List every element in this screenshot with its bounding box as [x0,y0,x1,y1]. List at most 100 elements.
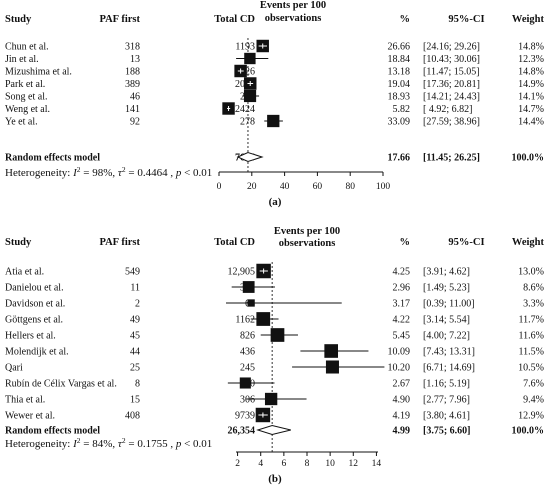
p2-row-1-paf-first: 549 [125,267,140,278]
p2-x-tick-label-14: 14 [372,459,382,469]
p1-row-2-ci: [10.43; 30.06] [423,54,480,65]
p2-random-effects-estimate: 4.99 [393,426,411,437]
p2-x-tick-label-6: 6 [281,459,286,469]
p1-header-events-line1: Events per 100 [260,0,326,11]
p2-row-8-weight: 7.6% [523,379,544,390]
p1-random-effects-label: Random effects model [5,153,100,164]
p2-row-10-ci: [3.80; 4.61] [423,411,470,422]
p1-row-4-study-name: Park et al. [5,79,45,90]
p2-x-tick-label-8: 8 [305,459,310,469]
p2-x-tick-label-4: 4 [258,459,263,469]
p1-x-tick-label-60: 60 [313,182,323,192]
p1-heterogeneity: Heterogeneity: I2 = 98%, τ2 = 0.4464 , p… [5,165,212,180]
p2-random-effects-total-cd: 26,354 [228,426,256,437]
p1-row-1-study-name: Chun et al. [5,42,49,53]
p2-row-5-estimate: 5.45 [393,331,411,342]
p2-row-7-total-cd: 245 [240,363,255,374]
p2-row-3-weight: 3.3% [523,299,544,310]
p1-row-3-paf-first: 188 [125,67,140,78]
p1-row-1-weight: 14.8% [518,42,544,53]
p1-x-tick-label-0: 0 [217,182,222,192]
p2-header-percent: % [400,237,411,248]
p1-header-paf-first: PAF first [99,14,140,25]
p2-row-7-weight: 10.5% [518,363,544,374]
p2-row-7-estimate: 10.20 [388,363,411,374]
p2-header-study: Study [5,237,32,248]
p2-row-7-ci: [6.71; 14.69] [423,363,475,374]
p2-header-paf-first: PAF first [99,237,140,248]
p2-row-5-total-cd: 826 [240,331,255,342]
p2-x-tick-label-10: 10 [325,459,335,469]
p1-row-1-paf-first: 318 [125,42,140,53]
p2-row-8-weight-box [239,377,251,389]
p1-row-1-ci: [24.16; 29.26] [423,42,480,53]
p2-x-tick-label-2: 2 [235,459,240,469]
p2-row-1-weight: 13.0% [518,267,544,278]
p2-header-ci: 95%-CI [448,237,484,248]
p1-row-6-study-name: Weng et al. [5,104,50,115]
p2-row-9-study-name: Thia et al. [5,395,45,406]
p1-row-3-study-name: Mizushima et al. [5,67,72,78]
p1-header-study: Study [5,14,32,25]
p1-row-2-weight: 12.3% [518,54,544,65]
p2-row-3-study-name: Davidson et al. [5,299,65,310]
p1-row-4-ci: [17.36; 20.81] [423,79,480,90]
p1-row-6-estimate: 5.82 [393,104,411,115]
p2-panel-label: (b) [268,473,282,485]
p1-x-tick-label-20: 20 [247,182,257,192]
p1-random-effects-diamond [236,151,264,163]
p2-row-10-weight: 12.9% [518,411,544,422]
p2-row-10-paf-first: 408 [125,411,140,422]
p1-row-7-weight-box [267,114,280,128]
p1-x-tick-label-40: 40 [280,182,290,192]
p1-row-6-total-cd: 2424 [235,104,255,115]
p2-row-6-weight-box [324,344,339,358]
p2-row-9-total-cd: 306 [240,395,255,406]
p2-row-1-study-name: Atia et al. [5,267,44,278]
p2-row-9-weight-box [264,392,278,406]
p1-row-5-study-name: Song et al. [5,92,48,103]
p2-row-10-total-cd: 9739 [235,411,255,422]
p2-row-4-study-name: Göttgens et al. [5,315,63,326]
p2-row-4-estimate: 4.22 [393,315,411,326]
p1-header-weight: Weight [512,14,545,25]
p2-row-6-paf-first: 44 [130,347,140,358]
p2-random-effects-weight: 100.0% [512,426,545,437]
p2-row-2-weight-box [242,281,255,293]
p1-row-5-estimate: 18.93 [388,92,411,103]
p1-row-4-estimate: 19.04 [388,79,411,90]
p1-row-1-total-cd: 1193 [235,42,255,53]
p2-row-3-weight-box [247,299,255,307]
p2-random-effects-label: Random effects model [5,426,100,437]
p1-panel-label: (a) [269,196,282,208]
p1-random-effects-ci: [11.45; 26.25] [423,153,480,164]
p1-random-effects-estimate: 17.66 [388,153,411,164]
p1-row-6-ci: [ 4.92; 6.82] [423,104,472,115]
p2-row-5-study-name: Hellers et al. [5,331,56,342]
p2-row-4-weight-box [256,312,271,326]
p1-row-6-weight: 14.7% [518,104,544,115]
p2-row-3-estimate: 3.17 [393,299,411,310]
p2-row-1-ci: [3.91; 4.62] [423,267,470,278]
p2-header-events-line1: Events per 100 [274,226,340,237]
p2-row-7-paf-first: 25 [130,363,140,374]
p2-row-2-weight: 8.6% [523,283,544,294]
p2-row-5-paf-first: 45 [130,331,140,342]
p1-row-2-weight-box [244,52,256,65]
p2-row-4-ci: [3.14; 5.54] [423,315,470,326]
p2-row-6-weight: 11.5% [519,347,544,358]
p2-heterogeneity: Heterogeneity: I2 = 84%, τ2 = 0.1755 , p… [5,436,212,451]
p1-row-6-paf-first: 141 [125,104,140,115]
p1-row-2-estimate: 18.84 [388,54,411,65]
p2-row-1-estimate: 4.25 [393,267,411,278]
p1-header-events-line2: observations [265,13,322,24]
p1-row-3-ci: [11.47; 15.05] [423,67,480,78]
p1-row-7-total-cd: 278 [240,117,255,128]
p2-row-4-weight: 11.7% [519,315,544,326]
p2-row-8-study-name: Rubín de Célix Vargas et al. [5,379,117,390]
p2-row-8-estimate: 2.67 [393,379,411,390]
p2-row-2-paf-first: 11 [130,283,140,294]
p2-row-6-study-name: Molendijk et al. [5,347,69,358]
p2-row-7-weight-box [325,360,339,374]
p1-row-3-estimate: 13.18 [388,67,411,78]
